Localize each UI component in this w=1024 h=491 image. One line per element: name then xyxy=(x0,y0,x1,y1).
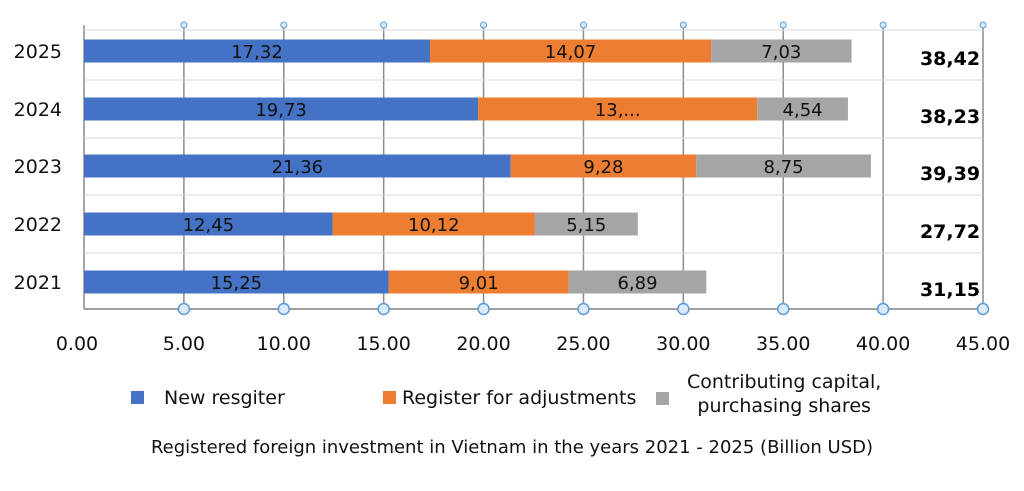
legend-label-contributing: Contributing capital, purchasing shares xyxy=(687,371,882,417)
bar-label-2025-series-1: 14,07 xyxy=(545,42,597,63)
x-axis: 0.00 5.00 10.00 15.00 20.00 25.00 30.00 35.00 40… xyxy=(56,21,1010,355)
legend-item-new-register: New resgiter xyxy=(131,386,285,410)
bar-2022-series-0 xyxy=(84,212,333,236)
total-2024: 38,23 xyxy=(920,106,980,128)
legend-label-new-register: New resgiter xyxy=(164,387,285,409)
axis-marker-1 xyxy=(177,302,191,316)
bar-2021-series-0 xyxy=(84,270,389,294)
x-tick-label-5: 25.00 xyxy=(556,333,610,355)
top-marker-7 xyxy=(779,21,787,29)
legend-swatch-contributing xyxy=(656,392,669,405)
bar-label-2024-series-2: 4,54 xyxy=(783,100,823,121)
total-2025: 38,42 xyxy=(920,48,980,70)
total-2022: 27,72 xyxy=(920,221,980,243)
bar-label-2025-series-0: 17,32 xyxy=(231,42,283,63)
y-axis-categories: 2025 2024 2023 2022 2021 xyxy=(14,41,62,294)
bar-2022-series-1 xyxy=(332,212,535,236)
top-marker-4 xyxy=(480,21,488,29)
legend-swatch-adjustments xyxy=(383,391,396,404)
y-category-2021: 2021 xyxy=(14,272,62,294)
legend-label-adjustments: Register for adjustments xyxy=(402,387,637,409)
x-tick-label-0: 0.00 xyxy=(56,333,98,355)
total-2021: 31,15 xyxy=(920,279,980,301)
bar-2023-series-0 xyxy=(84,154,511,178)
x-tick-label-7: 35.00 xyxy=(756,333,810,355)
bar-totals: 38,42 38,23 39,39 27,72 31,15 xyxy=(920,48,980,301)
bar-2025-series-1 xyxy=(430,39,712,63)
axis-marker-8 xyxy=(876,302,890,316)
bar-2022-series-2 xyxy=(534,212,638,236)
bar-2024-series-0 xyxy=(84,97,479,121)
x-tick-label-1: 5.00 xyxy=(163,333,205,355)
axis-marker-4 xyxy=(477,302,490,316)
bar-label-2022-series-2: 5,15 xyxy=(566,215,606,236)
total-2023: 39,39 xyxy=(920,163,980,185)
stacked-bar-chart: 17,32 14,07 7,03 19,73 13,... 4,54 21,36 9,28 8,… xyxy=(14,21,1010,355)
bar-2025-series-0 xyxy=(84,39,431,63)
bar-label-2022-series-0: 12,45 xyxy=(183,215,235,236)
x-tick-label-6: 30.00 xyxy=(656,333,710,355)
x-tick-label-2: 10.00 xyxy=(257,333,311,355)
bar-label-2024-series-0: 19,73 xyxy=(255,100,307,121)
bar-label-2021-series-0: 15,25 xyxy=(211,273,263,294)
bar-2023-series-2 xyxy=(696,154,871,178)
axis-marker-5 xyxy=(577,302,590,316)
top-marker-1 xyxy=(180,21,188,29)
bar-label-2021-series-2: 6,89 xyxy=(617,273,657,294)
legend-swatch-new-register xyxy=(131,391,144,404)
bar-label-2022-series-1: 10,12 xyxy=(408,215,460,236)
bars: 17,32 14,07 7,03 19,73 13,... 4,54 21,36 9,28 8,… xyxy=(84,39,871,294)
bar-2025-series-2 xyxy=(711,39,852,63)
legend-item-adjustments: Register for adjustments xyxy=(383,386,636,410)
bar-label-2023-series-2: 8,75 xyxy=(763,157,803,178)
top-marker-2 xyxy=(280,21,288,29)
y-category-2025: 2025 xyxy=(14,41,62,63)
y-category-2023: 2023 xyxy=(14,156,62,178)
bar-label-2024-series-1: 13,... xyxy=(595,100,641,121)
axis-marker-6 xyxy=(677,302,690,316)
x-tick-label-4: 20.00 xyxy=(456,333,510,355)
axis-marker-7 xyxy=(776,302,790,316)
bar-2024-series-2 xyxy=(757,97,848,121)
x-tick-label-9: 45.00 xyxy=(956,333,1010,355)
legend: New resgiter Register for adjustments Co… xyxy=(0,368,1024,424)
axis-marker-9 xyxy=(976,302,990,316)
bar-label-2023-series-0: 21,36 xyxy=(272,157,324,178)
bar-label-2021-series-1: 9,01 xyxy=(459,273,499,294)
bar-2023-series-1 xyxy=(510,154,697,178)
y-category-2024: 2024 xyxy=(14,99,62,121)
x-tick-label-3: 15.00 xyxy=(356,333,410,355)
bar-label-2023-series-1: 9,28 xyxy=(583,157,623,178)
x-tick-label-8: 40.00 xyxy=(856,333,910,355)
chart-caption: Registered foreign investment in Vietnam… xyxy=(150,437,874,458)
bar-label-2025-series-2: 7,03 xyxy=(761,42,801,63)
bar-2021-series-2 xyxy=(568,270,707,294)
top-marker-9 xyxy=(979,21,987,29)
axis-marker-2 xyxy=(277,302,291,316)
y-category-2022: 2022 xyxy=(14,214,62,236)
top-marker-8 xyxy=(879,21,887,29)
legend-item-contributing: Contributing capital, purchasing shares xyxy=(656,370,881,418)
top-marker-5 xyxy=(579,21,587,29)
bar-2024-series-1 xyxy=(478,97,758,121)
top-marker-6 xyxy=(679,21,687,29)
bar-2021-series-1 xyxy=(388,270,569,294)
axis-marker-3 xyxy=(377,302,390,316)
top-marker-3 xyxy=(380,21,388,29)
